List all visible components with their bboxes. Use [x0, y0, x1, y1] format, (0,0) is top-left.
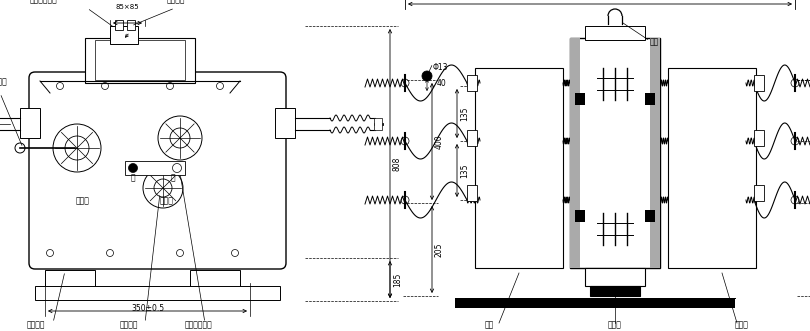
Bar	[115, 20, 123, 30]
Text: 已储能: 已储能	[160, 196, 174, 205]
FancyBboxPatch shape	[35, 83, 280, 248]
Circle shape	[129, 164, 138, 172]
Bar	[590, 286, 640, 296]
Bar	[110, 26, 138, 44]
Text: 重心线: 重心线	[735, 320, 749, 329]
Text: 85×85: 85×85	[116, 4, 139, 10]
Text: 箱盖: 箱盖	[484, 320, 493, 329]
Text: 未储能: 未储能	[76, 196, 90, 205]
Text: 350±0.5: 350±0.5	[131, 304, 164, 313]
Circle shape	[422, 71, 432, 81]
Bar	[35, 286, 280, 300]
Bar	[754, 75, 764, 91]
Text: 400: 400	[435, 134, 444, 149]
Text: Φ13: Φ13	[433, 63, 449, 72]
Text: 合: 合	[130, 173, 135, 182]
Text: 205: 205	[435, 242, 444, 257]
Bar	[645, 93, 655, 105]
Text: 横担最大尺寸: 横担最大尺寸	[30, 0, 58, 4]
Bar	[467, 185, 477, 201]
Bar	[85, 38, 195, 83]
Bar	[754, 130, 764, 146]
Text: 135: 135	[460, 163, 469, 178]
Bar	[575, 93, 585, 105]
Text: 吊钩: 吊钩	[650, 37, 659, 46]
Bar	[570, 38, 660, 268]
Bar	[467, 130, 477, 146]
Bar	[190, 270, 240, 288]
Bar	[650, 38, 660, 268]
Bar	[570, 38, 580, 268]
Bar	[575, 210, 585, 222]
Bar	[645, 210, 655, 222]
Bar	[455, 298, 735, 308]
Text: 手动储能手柄: 手动储能手柄	[0, 77, 8, 86]
Bar	[125, 161, 185, 175]
Text: 135: 135	[460, 106, 469, 121]
Bar	[127, 20, 135, 30]
Bar	[275, 108, 295, 138]
Bar	[374, 118, 382, 130]
Text: 航空插座: 航空插座	[27, 320, 45, 329]
Bar	[20, 108, 40, 138]
Bar	[475, 68, 563, 268]
Text: 185: 185	[393, 272, 402, 287]
Text: 分合指示: 分合指示	[167, 0, 185, 4]
Text: 40: 40	[437, 79, 447, 88]
Bar	[95, 40, 185, 80]
Bar	[45, 270, 95, 288]
Text: 808: 808	[393, 156, 402, 171]
Bar	[585, 26, 645, 40]
Text: 手动分合手柄: 手动分合手柄	[185, 320, 213, 329]
Bar	[585, 268, 645, 286]
Bar	[467, 75, 477, 91]
Bar	[668, 68, 756, 268]
Text: 分: 分	[171, 173, 175, 182]
Text: 机构罩: 机构罩	[608, 320, 622, 329]
Text: 储能指示: 储能指示	[120, 320, 139, 329]
FancyBboxPatch shape	[29, 72, 286, 269]
Bar	[754, 185, 764, 201]
